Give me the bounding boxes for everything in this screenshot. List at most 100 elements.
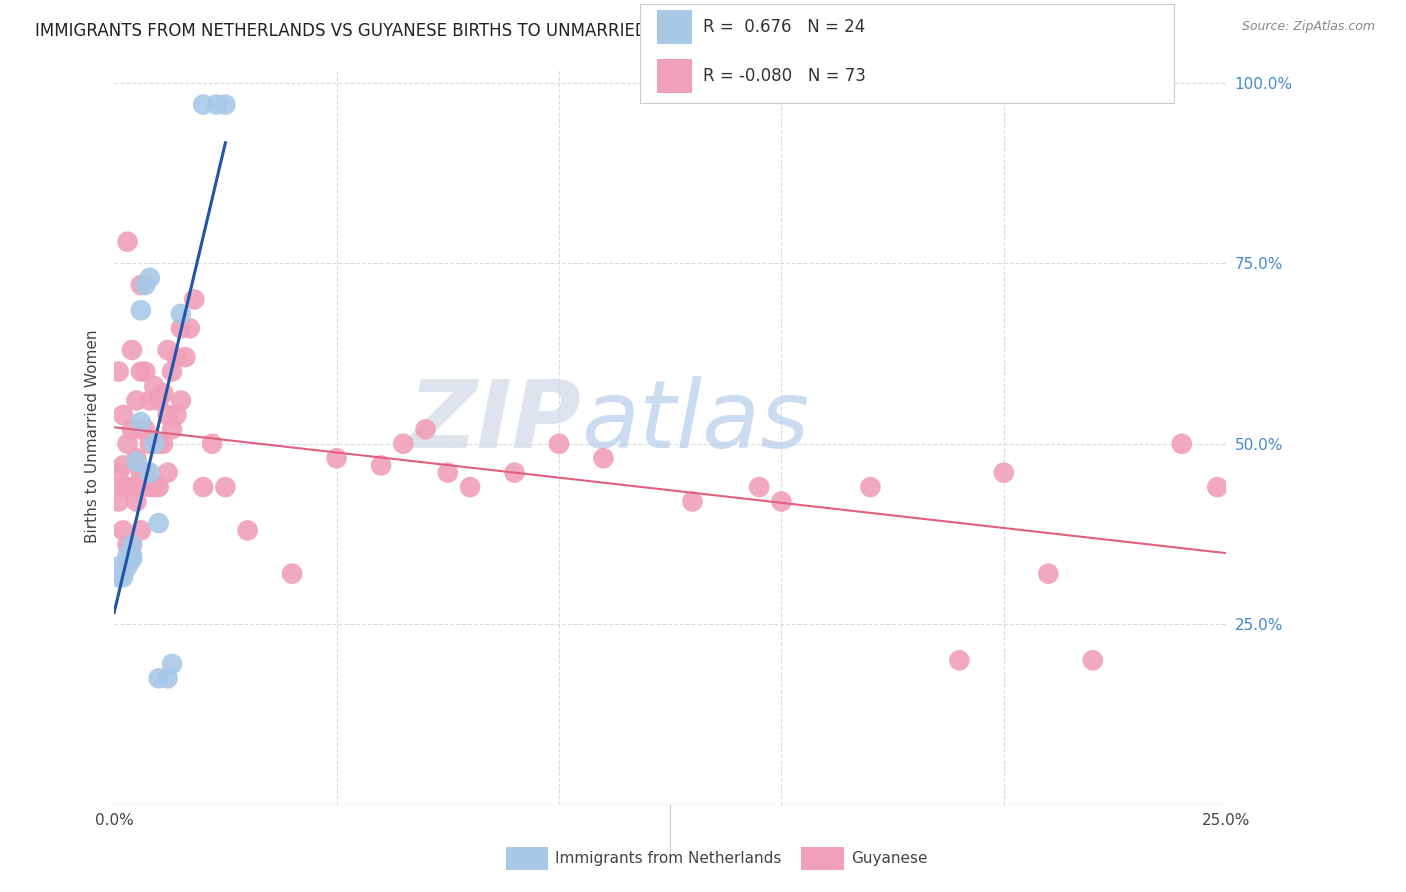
Point	[592, 451, 614, 466]
Point	[134, 466, 156, 480]
Point	[156, 466, 179, 480]
Point	[682, 494, 704, 508]
Point	[148, 671, 170, 685]
Point	[117, 559, 139, 574]
Point	[117, 549, 139, 563]
Point	[121, 552, 143, 566]
Point	[214, 97, 236, 112]
Point	[121, 343, 143, 357]
Point	[125, 393, 148, 408]
Text: IMMIGRANTS FROM NETHERLANDS VS GUYANESE BIRTHS TO UNMARRIED WOMEN CORRELATION CH: IMMIGRANTS FROM NETHERLANDS VS GUYANESE …	[35, 22, 905, 40]
Point	[143, 437, 166, 451]
Point	[129, 365, 152, 379]
Point	[236, 524, 259, 538]
Point	[166, 408, 188, 422]
Text: R =  0.676   N = 24: R = 0.676 N = 24	[703, 18, 865, 36]
Point	[148, 480, 170, 494]
Point	[148, 516, 170, 531]
Point	[770, 494, 793, 508]
Point	[1038, 566, 1060, 581]
Text: Immigrants from Netherlands: Immigrants from Netherlands	[555, 852, 782, 866]
Point	[148, 437, 170, 451]
Point	[107, 365, 129, 379]
Point	[170, 321, 193, 335]
Point	[112, 408, 135, 422]
Point	[458, 480, 481, 494]
Point	[148, 393, 170, 408]
Point	[214, 480, 236, 494]
Point	[112, 480, 135, 494]
Text: Source: ZipAtlas.com: Source: ZipAtlas.com	[1241, 20, 1375, 33]
Point	[1081, 653, 1104, 667]
Point	[415, 422, 437, 436]
Point	[139, 437, 162, 451]
Point	[191, 480, 214, 494]
Point	[134, 278, 156, 293]
Point	[112, 570, 135, 584]
Point	[201, 437, 224, 451]
Y-axis label: Births to Unmarried Women: Births to Unmarried Women	[86, 330, 100, 543]
Point	[183, 293, 205, 307]
Point	[112, 566, 135, 581]
Point	[156, 671, 179, 685]
Point	[129, 303, 152, 318]
Point	[1171, 437, 1194, 451]
Point	[125, 451, 148, 466]
Point	[152, 437, 174, 451]
Point	[129, 278, 152, 293]
Point	[112, 458, 135, 473]
Point	[139, 270, 162, 285]
Point	[107, 559, 129, 574]
Point	[325, 451, 347, 466]
Point	[143, 379, 166, 393]
Point	[170, 307, 193, 321]
Point	[160, 365, 183, 379]
Point	[125, 494, 148, 508]
Point	[121, 538, 143, 552]
Point	[107, 570, 129, 584]
Point	[117, 480, 139, 494]
Point	[948, 653, 970, 667]
Text: atlas: atlas	[581, 376, 810, 467]
Point	[205, 97, 228, 112]
Point	[179, 321, 201, 335]
Point	[503, 466, 526, 480]
Point	[859, 480, 882, 494]
Point	[117, 538, 139, 552]
Point	[129, 415, 152, 429]
Point	[139, 466, 162, 480]
Point	[370, 458, 392, 473]
Point	[436, 466, 458, 480]
Point	[281, 566, 304, 581]
Point	[170, 393, 193, 408]
Point	[166, 350, 188, 364]
Point	[156, 343, 179, 357]
Point	[121, 549, 143, 563]
Point	[1206, 480, 1229, 494]
Point	[139, 480, 162, 494]
Point	[112, 524, 135, 538]
Point	[129, 422, 152, 436]
Point	[125, 455, 148, 469]
Point	[107, 494, 129, 508]
Point	[117, 437, 139, 451]
Point	[143, 437, 166, 451]
Point	[160, 422, 183, 436]
Point	[191, 97, 214, 112]
Point	[107, 466, 129, 480]
Point	[121, 422, 143, 436]
Text: R = -0.080   N = 73: R = -0.080 N = 73	[703, 67, 866, 85]
Point	[129, 466, 152, 480]
Point	[121, 538, 143, 552]
Point	[748, 480, 770, 494]
Point	[174, 350, 197, 364]
Point	[134, 422, 156, 436]
Point	[129, 524, 152, 538]
Point	[160, 657, 183, 671]
Text: Guyanese: Guyanese	[851, 852, 927, 866]
Point	[139, 393, 162, 408]
Point	[121, 480, 143, 494]
Point	[156, 408, 179, 422]
Point	[117, 235, 139, 249]
Point	[152, 386, 174, 401]
